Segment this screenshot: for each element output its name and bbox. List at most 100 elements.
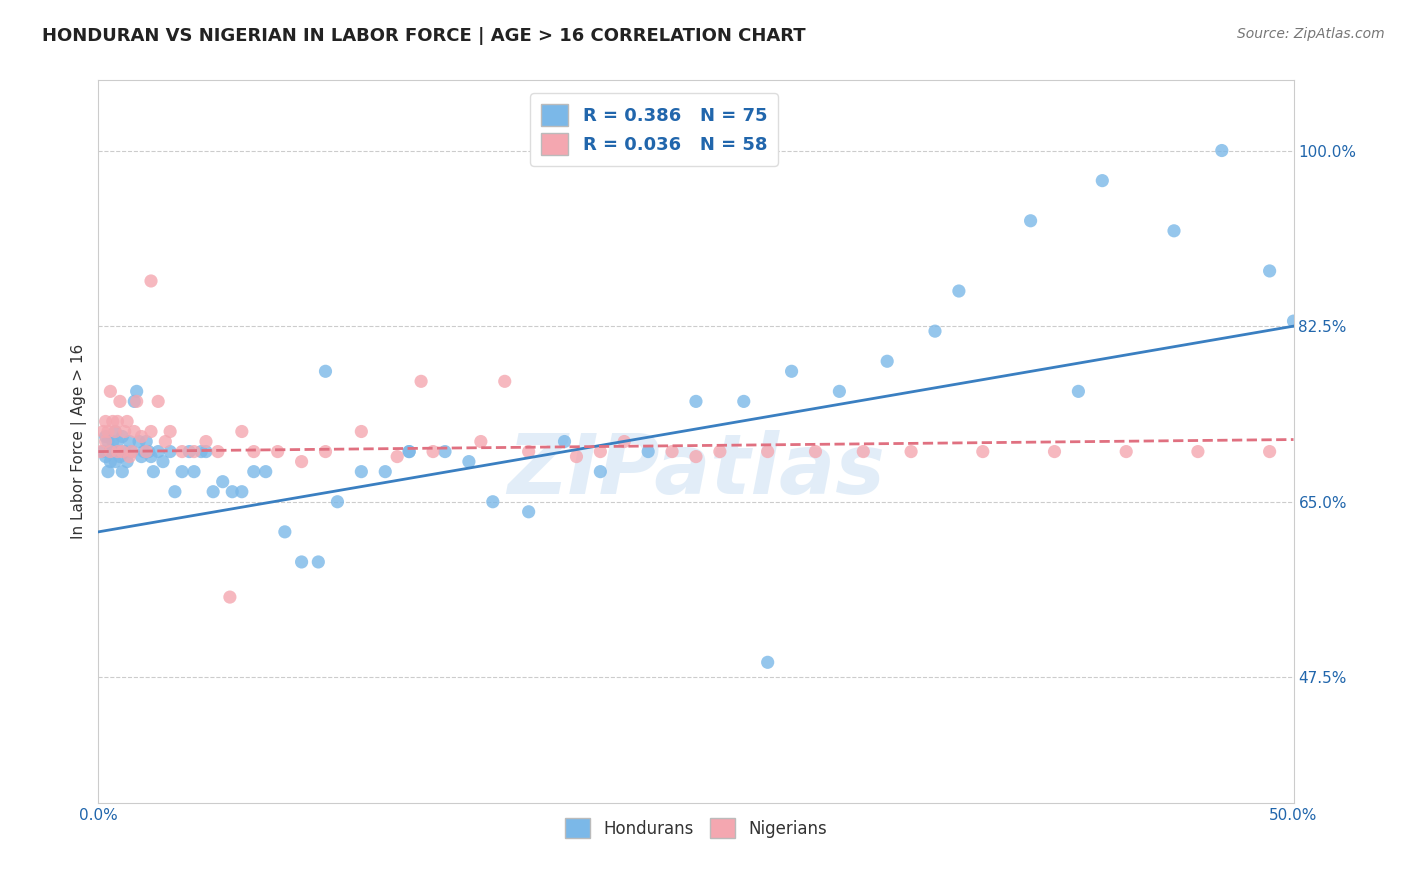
Point <box>709 444 731 458</box>
Point <box>267 444 290 458</box>
Point <box>115 414 138 429</box>
Point <box>107 414 129 429</box>
Point <box>159 444 181 458</box>
Point <box>207 444 229 458</box>
Point <box>104 425 127 439</box>
Point <box>254 465 277 479</box>
Point <box>307 555 329 569</box>
Point <box>374 465 396 479</box>
Text: ZIPatlas: ZIPatlas <box>508 430 884 511</box>
Point <box>107 444 129 458</box>
Point <box>118 450 141 464</box>
Point <box>107 444 129 458</box>
Point <box>876 354 898 368</box>
Point <box>350 425 373 439</box>
Point <box>494 375 516 389</box>
Point <box>131 429 153 443</box>
Point <box>221 484 243 499</box>
Point <box>183 465 205 479</box>
Point <box>1067 384 1090 399</box>
Point <box>924 324 946 338</box>
Point <box>804 444 827 458</box>
Point <box>385 450 409 464</box>
Point <box>183 444 205 458</box>
Point <box>118 434 141 449</box>
Point <box>243 465 266 479</box>
Point <box>565 450 588 464</box>
Point <box>554 434 576 449</box>
Point <box>780 364 803 378</box>
Point <box>589 465 612 479</box>
Point <box>411 375 433 389</box>
Point <box>172 444 194 458</box>
Point <box>231 425 253 439</box>
Point <box>685 450 707 464</box>
Point <box>589 444 612 458</box>
Point <box>163 484 186 499</box>
Point <box>458 455 481 469</box>
Point <box>111 465 134 479</box>
Point <box>291 455 314 469</box>
Point <box>98 444 122 458</box>
Point <box>733 394 755 409</box>
Point <box>315 444 337 458</box>
Y-axis label: In Labor Force | Age > 16: In Labor Force | Age > 16 <box>72 344 87 539</box>
Point <box>135 444 157 458</box>
Point <box>1163 224 1185 238</box>
Point <box>661 444 683 458</box>
Point <box>108 394 131 409</box>
Text: Source: ZipAtlas.com: Source: ZipAtlas.com <box>1237 27 1385 41</box>
Point <box>111 444 134 458</box>
Point <box>135 434 157 449</box>
Point <box>107 434 129 449</box>
Point <box>94 414 117 429</box>
Point <box>125 384 148 399</box>
Point <box>948 284 970 298</box>
Point <box>1211 144 1233 158</box>
Point <box>91 444 114 458</box>
Point <box>315 364 337 378</box>
Point <box>972 444 994 458</box>
Point <box>91 425 114 439</box>
Point <box>115 455 138 469</box>
Point <box>124 394 146 409</box>
Point <box>517 505 540 519</box>
Point <box>148 394 170 409</box>
Point <box>900 444 922 458</box>
Point <box>481 494 505 508</box>
Text: HONDURAN VS NIGERIAN IN LABOR FORCE | AGE > 16 CORRELATION CHART: HONDURAN VS NIGERIAN IN LABOR FORCE | AG… <box>42 27 806 45</box>
Point <box>111 429 134 443</box>
Point <box>132 444 155 458</box>
Point <box>231 484 253 499</box>
Point <box>179 444 201 458</box>
Point <box>121 444 143 458</box>
Point <box>97 434 120 449</box>
Point <box>104 425 127 439</box>
Legend: Hondurans, Nigerians: Hondurans, Nigerians <box>558 812 834 845</box>
Point <box>97 465 120 479</box>
Point <box>211 475 233 489</box>
Point <box>124 425 146 439</box>
Point <box>94 450 117 464</box>
Point <box>517 444 540 458</box>
Point <box>94 429 117 443</box>
Point <box>434 444 457 458</box>
Point <box>90 444 112 458</box>
Point <box>190 444 212 458</box>
Point <box>114 425 136 439</box>
Point <box>148 444 170 458</box>
Point <box>101 414 124 429</box>
Point <box>138 444 160 458</box>
Point <box>114 444 136 458</box>
Point <box>98 444 122 458</box>
Point <box>1091 174 1114 188</box>
Point <box>98 455 122 469</box>
Point <box>97 425 120 439</box>
Point <box>108 450 131 464</box>
Point <box>155 434 177 449</box>
Point <box>104 455 127 469</box>
Point <box>152 455 174 469</box>
Point <box>326 494 349 508</box>
Point <box>756 655 779 669</box>
Point <box>685 394 707 409</box>
